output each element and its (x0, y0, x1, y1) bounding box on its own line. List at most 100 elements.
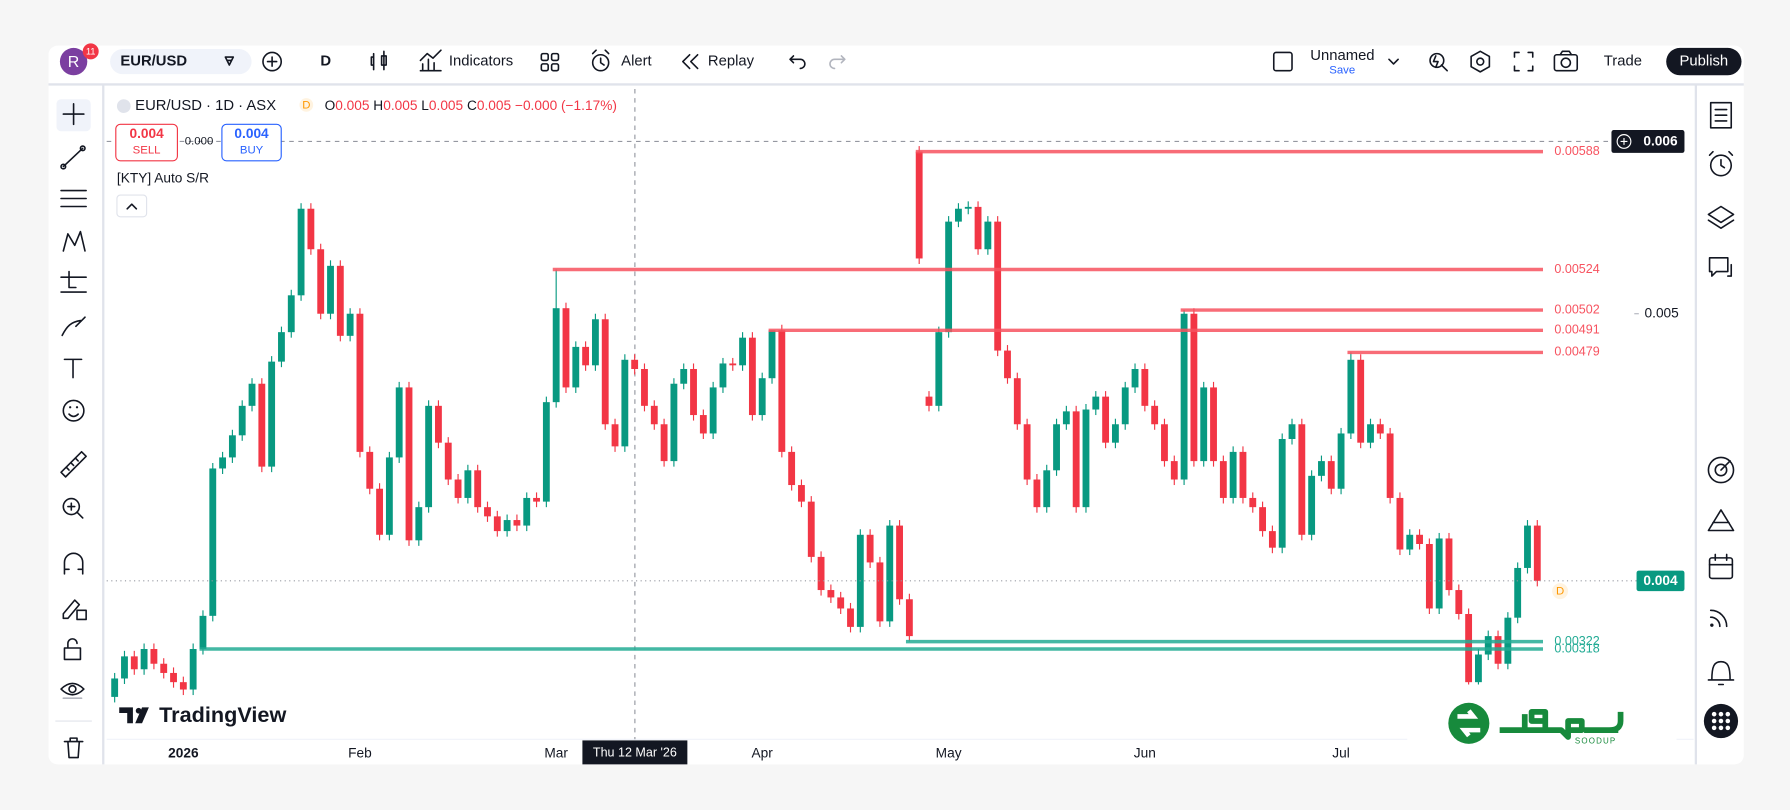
candle-body (238, 405, 246, 436)
avatar[interactable]: R 11 (59, 43, 99, 76)
ohlc-value: 0.005 (477, 98, 512, 113)
candle-body (1131, 368, 1139, 388)
candle-body (896, 525, 903, 600)
undo-button[interactable] (789, 55, 806, 70)
candle-body (1455, 590, 1463, 615)
candle-body (228, 435, 236, 458)
layout-name: Unnamed (1310, 48, 1374, 64)
symbol-search[interactable]: EUR/USD (110, 49, 252, 75)
right-toolbar-part-part (1711, 711, 1717, 717)
fullscreen-button[interactable] (1513, 51, 1534, 72)
redo-button[interactable] (829, 55, 846, 70)
candle-body (709, 387, 717, 434)
candle-body (385, 457, 393, 535)
publish-label: Publish (1680, 54, 1729, 70)
settings-button[interactable] (1470, 50, 1491, 73)
collapse-legend-part (126, 203, 138, 210)
layout-button-part (1388, 58, 1399, 65)
candle-body (1416, 534, 1423, 544)
right-toolbar-part (1707, 456, 1735, 484)
candle-body (582, 346, 590, 366)
candle-body (621, 359, 629, 447)
indicators-button[interactable]: Indicators (419, 49, 513, 72)
candle-body (601, 319, 609, 425)
candle-body (444, 442, 452, 480)
sell-label: SELL (133, 145, 161, 157)
alert-button[interactable]: Alert (591, 49, 653, 72)
indicators-button-part (419, 49, 442, 72)
candle-body (847, 608, 854, 627)
right-toolbar-part-part (1718, 725, 1724, 731)
candle-body (925, 396, 933, 406)
candle-body (287, 295, 295, 333)
candle-body (660, 424, 668, 462)
alert-label: Alert (621, 54, 652, 70)
screenshot-button[interactable] (1553, 50, 1579, 72)
candle-body (1337, 433, 1345, 489)
chart-type-button[interactable] (370, 50, 387, 71)
x-tick-label: 2026 (168, 746, 199, 761)
candle-body (572, 346, 580, 388)
right-toolbar-part (1708, 150, 1734, 169)
candle-body (984, 221, 992, 250)
replay-button[interactable]: Replay (682, 54, 755, 70)
x-tick-label: May (936, 746, 962, 761)
candle-body (189, 649, 197, 690)
layout-button[interactable]: Unnamed Save (1272, 48, 1399, 77)
compare-button[interactable] (262, 51, 283, 72)
candle-body (591, 319, 599, 366)
ohlc-value: 0.005 (383, 98, 418, 113)
candle-body (719, 363, 727, 388)
candle-body (130, 656, 138, 670)
candle-body (1327, 461, 1335, 489)
sell-price: 0.004 (129, 126, 164, 141)
right-toolbar-part (1711, 711, 1731, 731)
buy-button[interactable]: 0.004 BUY (221, 123, 282, 162)
screenshot-button-part (1553, 53, 1579, 72)
candle-body (278, 332, 285, 362)
brand-logo-part (1499, 709, 1624, 740)
right-toolbar-part (1709, 154, 1733, 177)
right-toolbar-part (1708, 553, 1734, 566)
candle-body (1524, 525, 1531, 568)
candle-body (690, 368, 697, 416)
ohlc-value: 0.005 (335, 98, 370, 113)
symbol: EUR/USD (120, 54, 187, 70)
candle-body (680, 368, 688, 384)
candle-body (425, 405, 433, 508)
candle-body (1249, 497, 1257, 508)
watermark-part (119, 707, 149, 724)
redo-button-part (829, 55, 846, 70)
right-toolbar-part (1707, 509, 1735, 532)
interval-button[interactable]: D (320, 54, 331, 70)
candle-body (778, 330, 786, 452)
candle-body (1180, 313, 1188, 480)
legend-title: EUR/USD · 1D · ASX (135, 98, 276, 114)
right-toolbar-part-part (1725, 711, 1731, 717)
trade-button[interactable]: Trade (1604, 54, 1642, 70)
buy-label: BUY (240, 145, 264, 157)
screenshot-button-part (1560, 57, 1572, 69)
candle-body (699, 415, 707, 434)
candle-body (807, 501, 815, 557)
candle-body (484, 507, 491, 517)
notification-badge: 11 (86, 46, 95, 56)
candle-body (974, 206, 982, 250)
candle-body (1033, 479, 1041, 508)
collapse-legend[interactable] (116, 194, 148, 218)
crosshair-price-label: 0.006 (1643, 134, 1678, 149)
app-panel (48, 45, 1744, 765)
templates-button-part (550, 52, 560, 62)
quick-search[interactable] (1429, 52, 1448, 72)
candle-body (1298, 424, 1306, 535)
sell-button[interactable]: 0.004 SELL (115, 123, 178, 162)
candle-body (1053, 424, 1060, 471)
publish-button[interactable]: Publish (1666, 47, 1742, 76)
indicator-name: [KTY] Auto S/R (117, 171, 209, 186)
plot-area: 0.005 0.00588 0.00524 0.00502 0.00491 0.00479… (106, 144, 1679, 703)
templates-button[interactable] (540, 52, 560, 72)
right-toolbar-part (1707, 660, 1735, 686)
candle-body (1406, 534, 1414, 550)
candle-body (376, 488, 383, 535)
last-price-badge (1552, 583, 1569, 600)
